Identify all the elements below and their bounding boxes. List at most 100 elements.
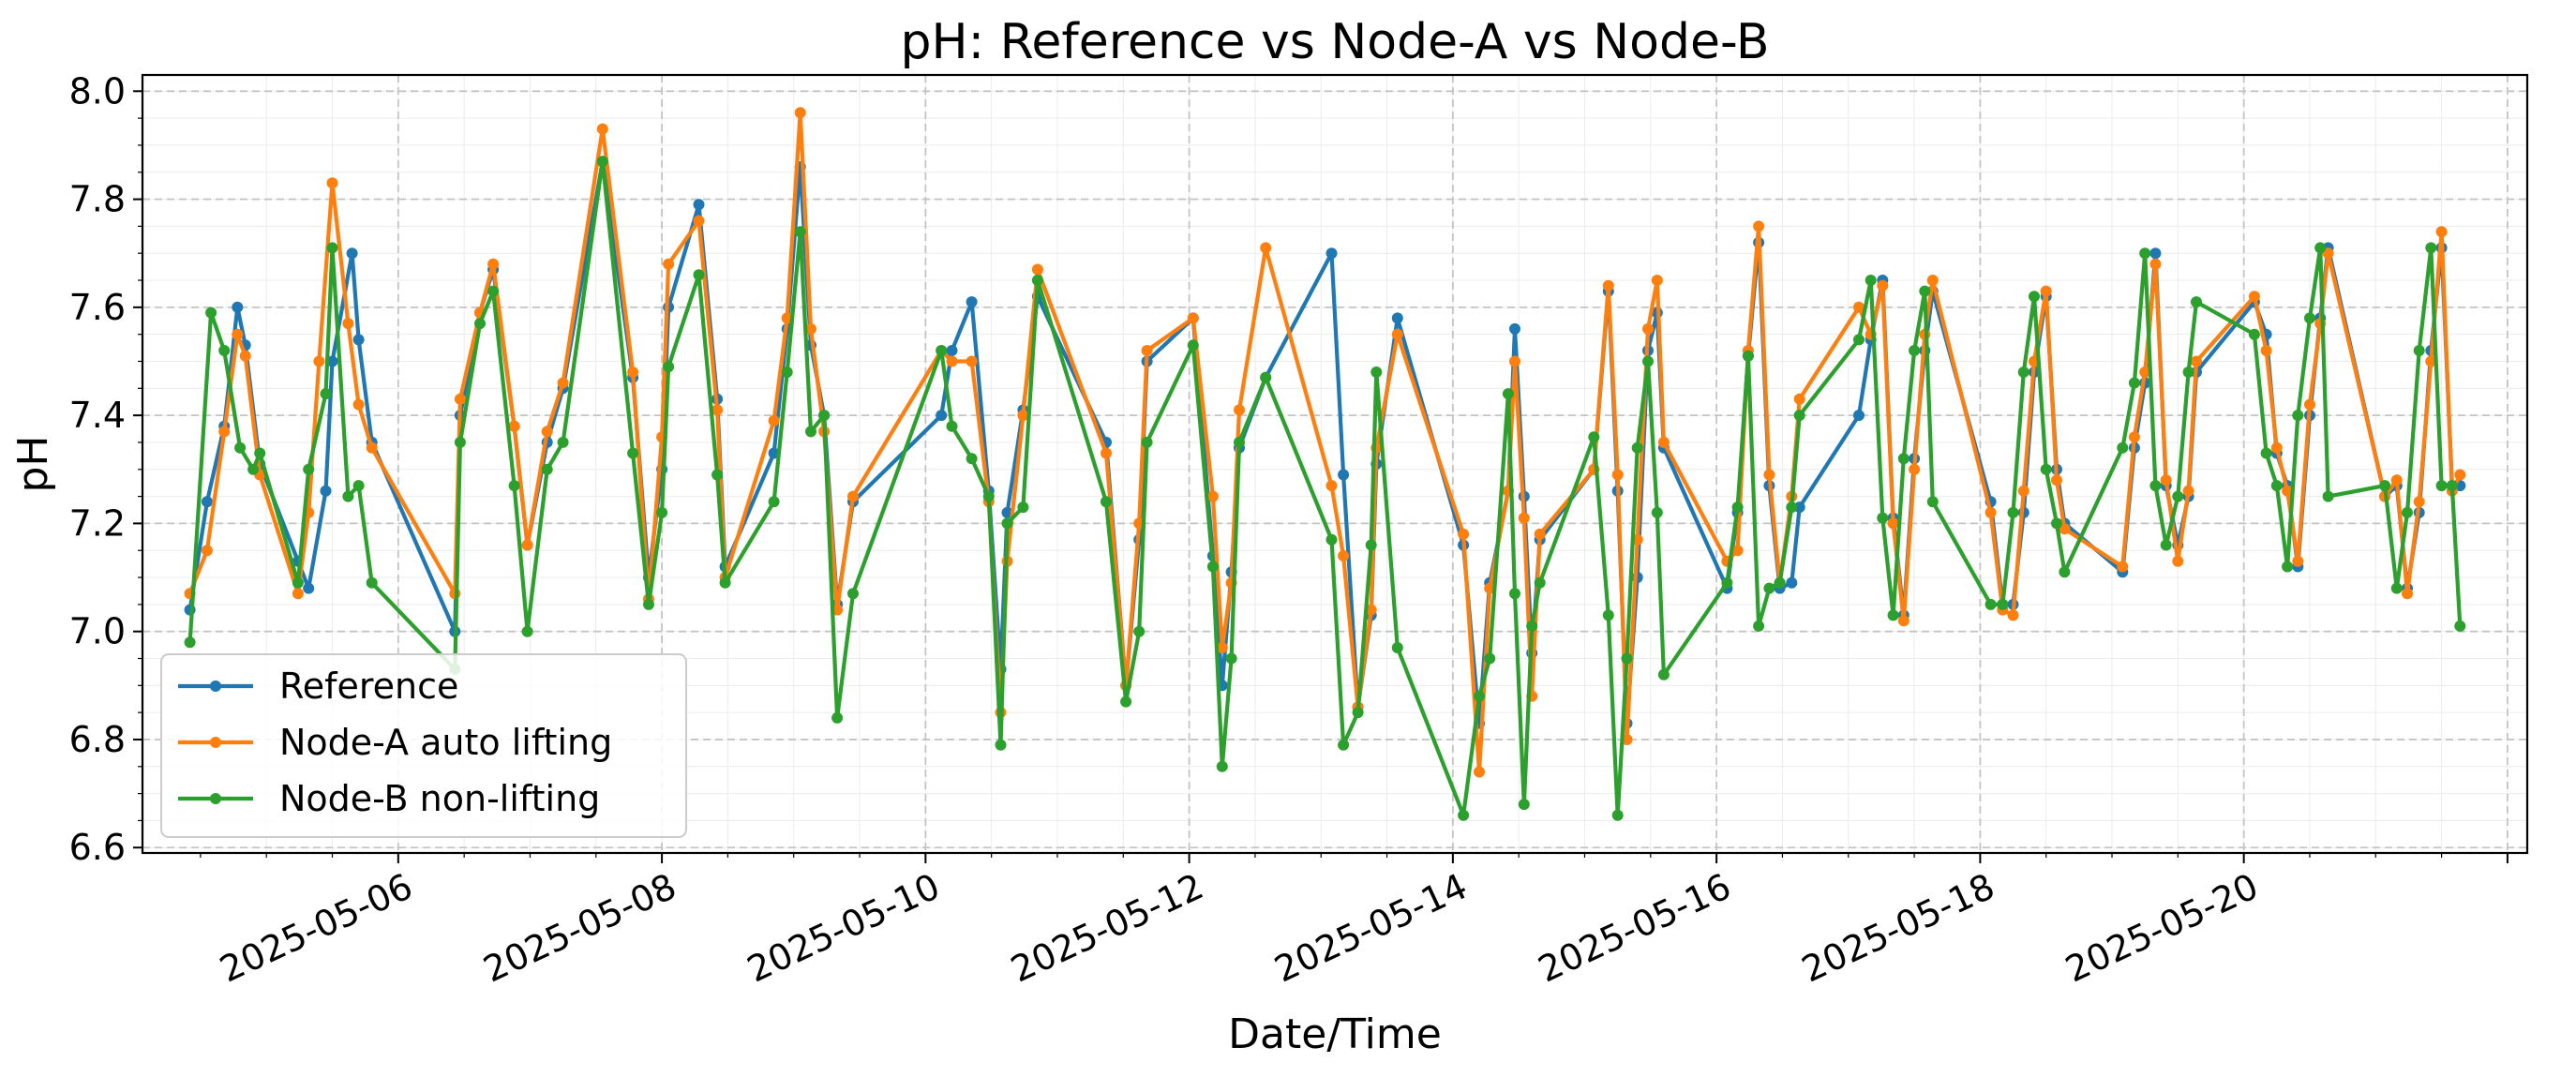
data-point	[1001, 506, 1013, 518]
data-point	[1474, 690, 1485, 702]
data-point	[352, 398, 365, 411]
legend-label: Node-A auto lifting	[279, 722, 612, 763]
data-point	[454, 436, 466, 448]
data-point	[1753, 620, 1765, 632]
data-point	[663, 361, 675, 373]
data-point	[342, 318, 354, 330]
data-point	[1187, 339, 1199, 352]
data-point	[2139, 366, 2151, 378]
data-point	[2435, 226, 2448, 238]
y-tick-label: 7.8	[69, 179, 126, 220]
legend-marker	[210, 737, 221, 748]
data-point	[2160, 539, 2172, 551]
data-point	[320, 485, 332, 497]
data-point	[1206, 490, 1219, 502]
data-point	[184, 636, 196, 649]
data-point	[1101, 496, 1112, 508]
data-point	[2149, 258, 2162, 270]
data-point	[1887, 609, 1899, 621]
data-point	[2322, 490, 2334, 502]
data-point	[234, 441, 247, 454]
data-point	[320, 388, 332, 400]
data-point	[1391, 312, 1403, 324]
data-point	[454, 393, 466, 405]
data-point	[1260, 242, 1272, 254]
data-point	[1642, 322, 1654, 335]
data-point	[1877, 512, 1889, 524]
data-point	[711, 404, 724, 416]
data-point	[1721, 576, 1733, 589]
data-point	[1474, 766, 1485, 778]
data-point	[218, 426, 231, 438]
data-point	[1793, 501, 1805, 514]
data-point	[2446, 480, 2458, 492]
data-point	[521, 625, 533, 637]
data-point	[1731, 545, 1744, 557]
data-point	[1984, 598, 1997, 610]
data-point	[1997, 598, 2009, 610]
data-point	[1526, 620, 1538, 632]
data-point	[1458, 809, 1470, 821]
data-point	[1187, 312, 1199, 324]
data-point	[794, 107, 806, 119]
data-point	[2029, 291, 2040, 303]
data-point	[1101, 447, 1112, 459]
data-point	[1325, 247, 1338, 260]
data-point	[1370, 366, 1383, 378]
data-point	[2149, 480, 2162, 492]
y-tick-label: 7.2	[69, 502, 126, 544]
data-point	[847, 588, 859, 600]
data-point	[596, 123, 608, 135]
data-point	[982, 490, 995, 502]
data-point	[2139, 247, 2151, 260]
data-point	[2182, 366, 2194, 378]
data-point	[794, 226, 806, 238]
data-point	[1338, 739, 1350, 751]
data-point	[303, 463, 315, 475]
data-point	[1642, 355, 1654, 367]
data-point	[1651, 275, 1663, 286]
data-point	[966, 355, 978, 367]
data-point	[1017, 410, 1029, 422]
data-point	[1657, 436, 1670, 448]
data-point	[719, 576, 731, 589]
data-point	[1509, 355, 1520, 367]
data-point	[656, 506, 668, 518]
data-point	[1484, 652, 1496, 665]
data-point	[596, 156, 608, 168]
legend-label: Reference	[279, 666, 458, 707]
data-point	[508, 480, 520, 492]
data-point	[946, 420, 958, 432]
data-point	[326, 242, 338, 254]
data-point	[2051, 474, 2062, 486]
data-point	[2051, 517, 2062, 530]
y-axis-title: pH	[9, 435, 57, 492]
data-point	[2128, 431, 2140, 443]
y-tick-label: 7.6	[69, 287, 126, 328]
data-point	[2128, 377, 2140, 389]
data-point	[1509, 322, 1520, 335]
data-point	[1338, 469, 1350, 481]
data-point	[946, 355, 958, 367]
y-tick-label: 8.0	[69, 70, 126, 112]
data-point	[2007, 506, 2019, 518]
data-point	[1657, 668, 1670, 681]
data-point	[342, 490, 354, 502]
data-point	[936, 410, 948, 422]
data-point	[1206, 561, 1219, 573]
data-point	[2282, 485, 2294, 497]
data-point	[1518, 512, 1530, 524]
data-point	[1365, 604, 1377, 616]
data-point	[2282, 561, 2294, 573]
data-point	[1763, 582, 1775, 594]
data-point	[1865, 275, 1877, 286]
data-point	[2017, 485, 2029, 497]
data-point	[2117, 441, 2129, 454]
y-tick-label: 7.0	[69, 611, 126, 652]
data-point	[1926, 496, 1939, 508]
data-point	[2172, 555, 2184, 567]
data-point	[805, 322, 816, 335]
